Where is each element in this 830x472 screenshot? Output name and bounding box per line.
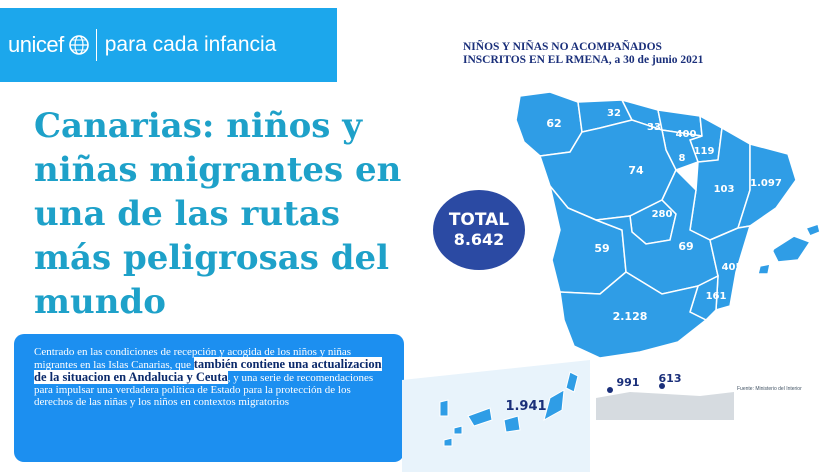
ceuta-marker xyxy=(607,387,613,393)
banner-tagline: para cada infancia xyxy=(104,33,277,56)
value-cataluna: 1.097 xyxy=(750,178,782,189)
value-madrid: 280 xyxy=(652,209,673,220)
melilla-marker xyxy=(659,383,665,389)
value-pais-vasco: 400 xyxy=(676,129,697,140)
headline-line: una de las rutas xyxy=(34,194,340,234)
island-la-palma xyxy=(439,399,449,417)
value-aragon: 103 xyxy=(714,184,735,195)
region-baleares xyxy=(771,235,812,263)
caption-text: Centrado en las condiciones de recepción… xyxy=(34,346,352,371)
map-title-line1: NIÑOS Y NIÑAS NO ACOMPAÑADOS xyxy=(463,41,662,53)
value-valencia: 405 xyxy=(722,262,743,273)
headline-line: Canarias: niños y xyxy=(34,106,362,146)
headline-line: más peligrosas del xyxy=(34,238,390,278)
unicef-globe-icon xyxy=(68,35,89,55)
unicef-logo: unicef xyxy=(8,32,64,57)
value-galicia: 62 xyxy=(546,117,561,130)
caption-box: Centrado en las condiciones de recepción… xyxy=(14,334,404,462)
banner-divider xyxy=(95,29,97,61)
island-gran-canaria xyxy=(503,415,521,433)
value-asturias: 32 xyxy=(607,108,621,119)
canarias-inset xyxy=(402,360,590,472)
value-andalucia: 2.128 xyxy=(613,310,648,323)
value-cantabria: 33 xyxy=(647,122,661,133)
island-tenerife xyxy=(467,407,493,427)
north-africa-coast xyxy=(596,392,734,420)
unicef-banner: unicef para cada infancia xyxy=(0,8,337,82)
value-extremadura: 59 xyxy=(594,242,609,255)
region-baleares-ibiza xyxy=(757,263,771,275)
value-canarias: 1.941 xyxy=(505,399,546,414)
map-title: NIÑOS Y NIÑAS NO ACOMPAÑADOS INSCRITOS E… xyxy=(463,41,703,67)
caption-text-end: , y una serie de recomendaciones para im… xyxy=(34,372,374,408)
map-source: Fuente: Ministerio del Interior xyxy=(737,386,802,392)
headline-line: niñas migrantes en xyxy=(34,150,402,190)
value-baleares: 67 xyxy=(764,245,777,255)
island-fuerteventura xyxy=(543,389,565,422)
total-badge: TOTAL 8.642 xyxy=(433,190,525,270)
island-la-gomera xyxy=(453,425,463,435)
headline-line: mundo xyxy=(34,282,166,322)
total-value: 8.642 xyxy=(453,230,505,249)
value-melilla: 613 xyxy=(659,372,682,385)
value-murcia: 161 xyxy=(706,291,727,302)
value-castilla-leon: 74 xyxy=(628,164,644,177)
value-castilla-la-mancha: 69 xyxy=(678,240,693,253)
value-navarra: 119 xyxy=(694,146,715,157)
value-ceuta: 991 xyxy=(617,376,640,389)
spain-map: 62 32 33 400 119 8 74 103 1.097 280 59 6… xyxy=(402,91,820,472)
island-el-hierro xyxy=(443,437,453,447)
value-la-rioja: 8 xyxy=(679,153,686,164)
region-baleares-menorca xyxy=(804,223,820,237)
region-andalucia xyxy=(559,271,708,359)
region-cataluna xyxy=(736,143,797,229)
map-title-line2: INSCRITOS EN EL RMENA, a 30 de junio 202… xyxy=(463,54,704,66)
page-headline: Canarias: niños y niñas migrantes en una… xyxy=(34,104,434,324)
island-lanzarote xyxy=(565,371,579,393)
total-label: TOTAL xyxy=(448,210,510,230)
